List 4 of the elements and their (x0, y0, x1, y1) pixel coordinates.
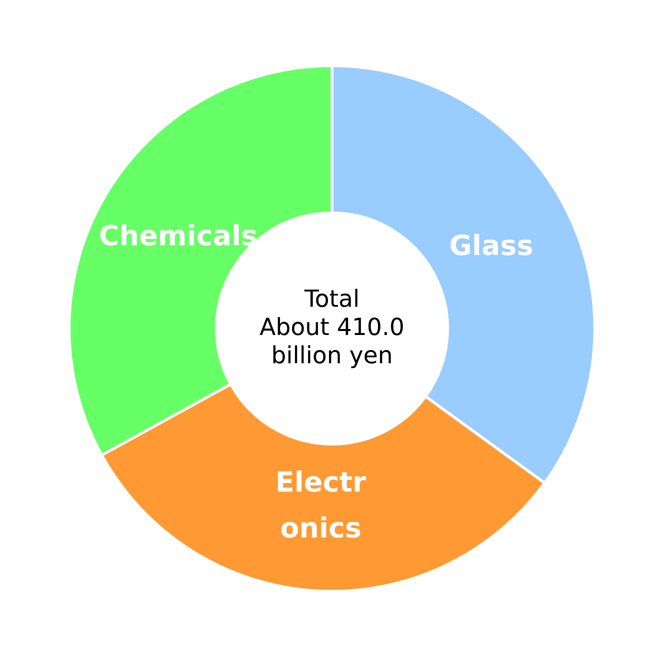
text: Total About 410.0 billion yen (260, 288, 403, 368)
slice-label: Chemicals (100, 224, 256, 246)
slice-label: Glass (450, 234, 532, 256)
slice-label: Electr onics (278, 470, 366, 538)
